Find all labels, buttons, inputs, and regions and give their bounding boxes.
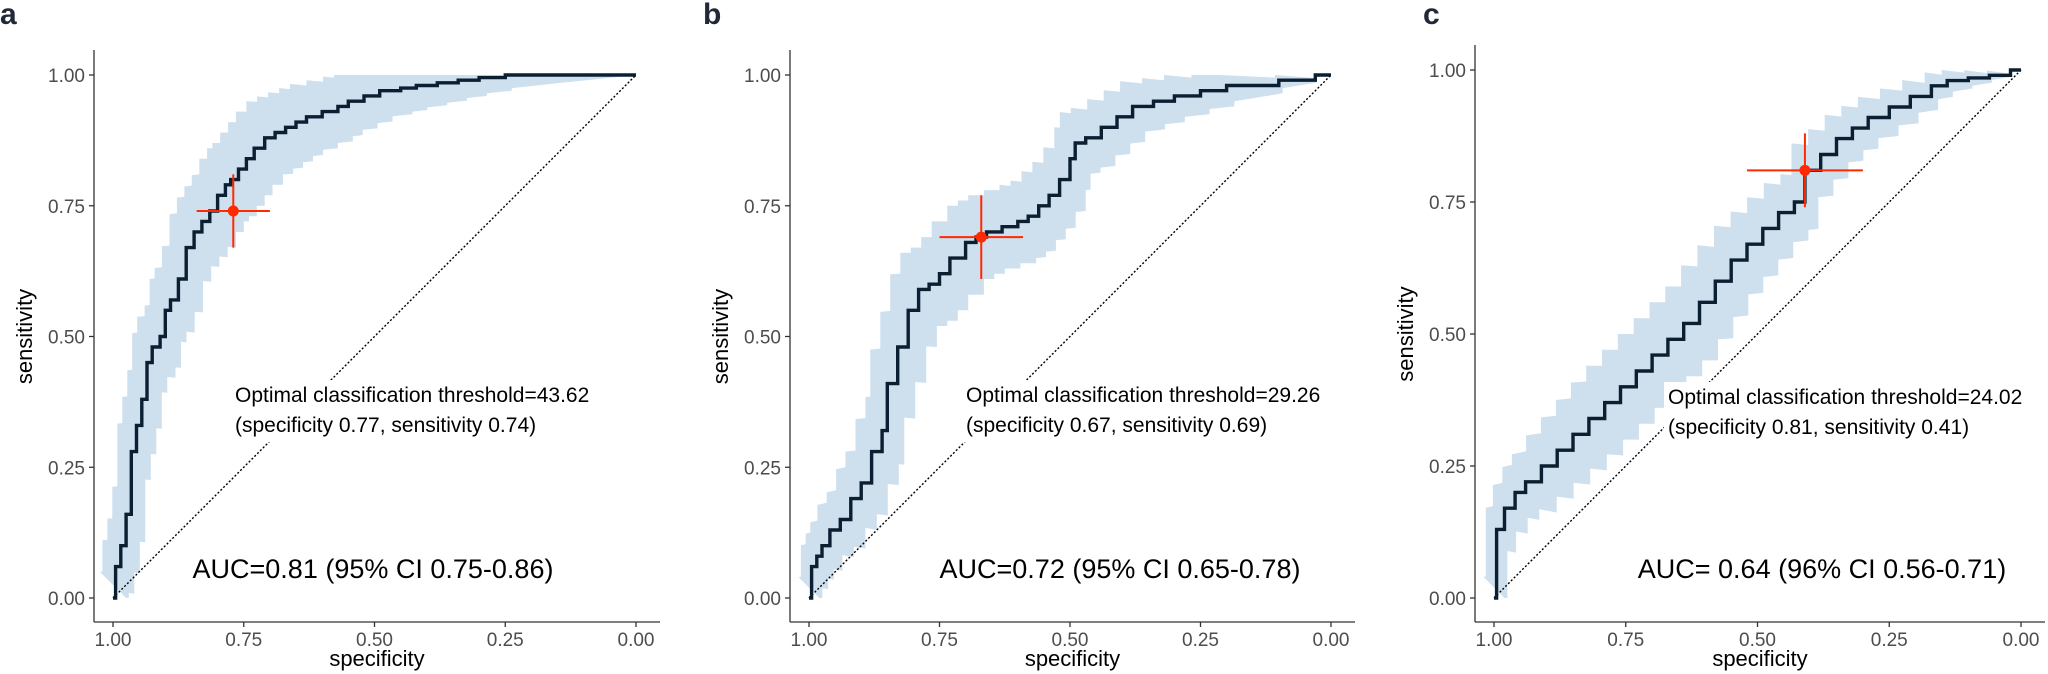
ci-band: [798, 75, 1331, 598]
y-tick-label: 0.50: [1429, 325, 1466, 346]
y-tick-label: 1.00: [744, 66, 781, 87]
y-tick-label: 0.75: [744, 197, 781, 218]
x-tick-label: 0.00: [2003, 630, 2040, 651]
x-tick-label: 0.50: [356, 630, 393, 651]
y-tick-label: 0.00: [48, 589, 85, 610]
y-tick-label: 0.75: [1429, 193, 1466, 214]
x-tick-label: 1.00: [1476, 630, 1513, 651]
panel-letter: c: [1423, 0, 1440, 31]
y-tick-label: 0.50: [744, 328, 781, 349]
annotation-background: [1664, 382, 2034, 444]
auc-label: AUC=0.72 (95% CI 0.65-0.78): [940, 554, 1301, 584]
panel-a: a 0.00 0.25 0.50 0.75 1.00 1.00 0.75 0.50 0.25 0.0…: [0, 0, 660, 671]
y-tick-label: 0.00: [1429, 589, 1466, 610]
panel-letter: a: [0, 0, 17, 31]
y-tick-label: 0.75: [48, 197, 85, 218]
panel-letter: b: [703, 0, 721, 31]
auc-label: AUC= 0.64 (96% CI 0.56-0.71): [1638, 554, 2006, 584]
x-tick-label: 0.75: [1607, 630, 1644, 651]
threshold-annotation-line2: (specificity 0.67, sensitivity 0.69): [966, 414, 1267, 437]
roc-curve: [113, 73, 636, 600]
x-tick-label: 0.25: [1182, 630, 1219, 651]
chance-diagonal: [112, 74, 637, 599]
y-axis-title: sensitivity: [708, 289, 733, 384]
optimal-point: [975, 231, 987, 243]
y-tick-label: 0.25: [744, 458, 781, 479]
x-axis-title: specificity: [1025, 646, 1120, 671]
x-tick-label: 0.50: [1739, 630, 1776, 651]
x-tick-label: 0.25: [1871, 630, 1908, 651]
y-axis-title: sensitivity: [12, 289, 37, 384]
optimal-point: [227, 205, 239, 217]
ci-band: [1483, 70, 2021, 598]
x-tick-label: 0.00: [618, 630, 655, 651]
panel-c: c 0.00 0.25 0.50 0.75 1.00 1.00 0.75 0.50 0.25 0.0…: [1393, 0, 2045, 671]
annotation-background: [962, 380, 1332, 442]
y-tick-label: 0.50: [48, 328, 85, 349]
x-tick-label: 0.00: [1313, 630, 1350, 651]
x-tick-label: 0.50: [1052, 630, 1089, 651]
x-tick-label: 0.75: [921, 630, 958, 651]
y-tick-label: 0.25: [48, 458, 85, 479]
y-axis-title: sensitivity: [1393, 286, 1418, 381]
y-tick-label: 1.00: [48, 66, 85, 87]
x-tick-label: 0.75: [225, 630, 262, 651]
y-tick-label: 0.00: [744, 589, 781, 610]
threshold-annotation-line2: (specificity 0.81, sensitivity 0.41): [1668, 416, 1969, 439]
auc-label: AUC=0.81 (95% CI 0.75-0.86): [193, 554, 554, 584]
annotation-background: [231, 380, 601, 442]
x-tick-label: 1.00: [95, 630, 132, 651]
y-tick-label: 0.25: [1429, 457, 1466, 478]
chance-diagonal: [808, 74, 1332, 599]
threshold-annotation-line1: Optimal classification threshold=43.62: [235, 384, 589, 407]
threshold-annotation-line2: (specificity 0.77, sensitivity 0.74): [235, 414, 536, 437]
panel-b: b 0.00 0.25 0.50 0.75 1.00 1.00 0.75 0.50 0.25 0.0…: [703, 0, 1355, 671]
roc-curve: [1494, 68, 2021, 600]
chance-diagonal: [1493, 69, 2022, 599]
threshold-annotation-line1: Optimal classification threshold=29.26: [966, 384, 1320, 407]
optimal-point: [1799, 164, 1811, 176]
x-axis-title: specificity: [329, 646, 424, 671]
x-axis-title: specificity: [1712, 646, 1807, 671]
threshold-annotation-line1: Optimal classification threshold=24.02: [1668, 386, 2022, 409]
x-tick-label: 1.00: [791, 630, 828, 651]
ci-band: [99, 75, 636, 598]
x-tick-label: 0.25: [487, 630, 524, 651]
roc-curve: [809, 73, 1331, 600]
y-tick-label: 1.00: [1429, 61, 1466, 82]
